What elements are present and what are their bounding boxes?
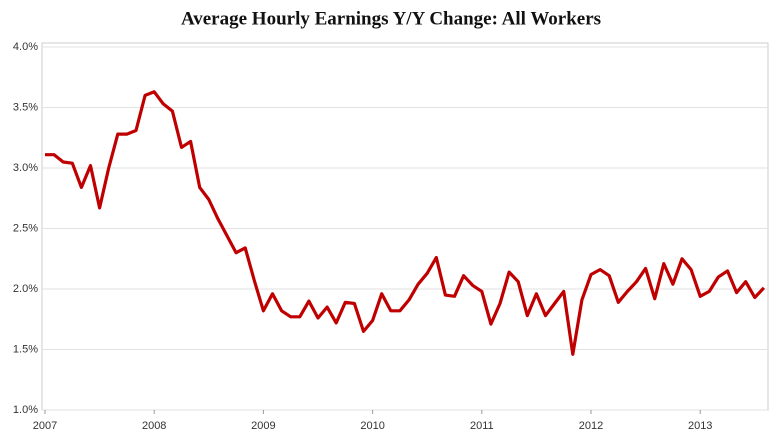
x-tick-label: 2013 [688, 420, 712, 432]
y-tick-label: 3.5% [13, 101, 38, 113]
y-tick-label: 3.0% [13, 162, 38, 174]
y-tick-label: 1.5% [13, 343, 38, 355]
x-tick-label: 2007 [33, 420, 57, 432]
data-line [45, 90, 766, 356]
y-tick-label: 1.0% [13, 404, 38, 416]
x-tick-label: 2011 [470, 420, 494, 432]
x-tick-label: 2009 [251, 420, 275, 432]
y-tick-label: 2.0% [13, 283, 38, 295]
y-tick-label: 4.0% [13, 41, 38, 53]
y-tick-label: 2.5% [13, 222, 38, 234]
chart-title: Average Hourly Earnings Y/Y Change: All … [181, 8, 601, 29]
x-tick-label: 2012 [579, 420, 603, 432]
x-tick-label: 2010 [360, 420, 384, 432]
x-tick-label: 2008 [142, 420, 166, 432]
